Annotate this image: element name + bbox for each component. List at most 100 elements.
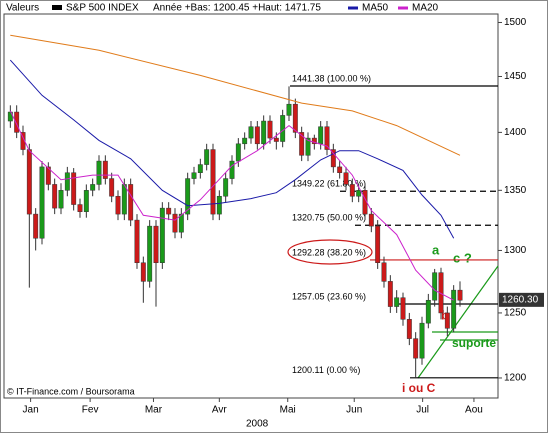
- highlight-ellipse: [287, 239, 373, 265]
- candle-body: [121, 184, 127, 215]
- x-tick-label: Fev: [82, 405, 99, 416]
- candle-body: [375, 225, 381, 263]
- candle-body: [406, 319, 412, 339]
- annotation: c ?: [453, 250, 472, 265]
- candle-body: [96, 160, 102, 185]
- candle-body: [330, 149, 336, 168]
- x-tick-label: Aou: [465, 405, 483, 416]
- candle-body: [115, 195, 121, 215]
- fib-label: 1441.38 (100.00 %): [292, 73, 371, 83]
- candle-body: [349, 184, 355, 197]
- annotation: i ou C: [402, 381, 436, 395]
- candle-body: [419, 322, 425, 359]
- candle-body: [14, 111, 20, 133]
- candle-body: [52, 184, 58, 209]
- candle-body: [159, 207, 165, 263]
- candle-body: [381, 262, 387, 282]
- x-tick-label: Jun: [346, 405, 362, 416]
- candle-body: [292, 103, 298, 133]
- candle-body: [102, 160, 108, 179]
- candle-body: [318, 126, 324, 145]
- candle-body: [45, 166, 51, 185]
- candle-body: [400, 297, 406, 320]
- y-tick-label: 1500: [504, 17, 527, 28]
- candle-body: [337, 166, 343, 173]
- y-tick-label: 1350: [504, 185, 527, 196]
- year-label: 2008: [246, 419, 269, 430]
- candle-body: [235, 143, 241, 162]
- candle-body: [432, 272, 438, 301]
- candle-body: [299, 132, 305, 156]
- candle-body: [191, 172, 197, 179]
- annotation: a: [432, 242, 440, 257]
- candle-body: [451, 289, 457, 329]
- candle-body: [71, 172, 77, 205]
- candle-body: [425, 299, 431, 324]
- last-price-label: 1260.30: [502, 294, 539, 305]
- candle-body: [254, 126, 260, 145]
- candle-body: [356, 190, 362, 197]
- y-tick-label: 1250: [504, 308, 527, 319]
- x-tick-label: Mai: [280, 405, 296, 416]
- y-tick-label: 1200: [504, 373, 527, 384]
- candle-body: [128, 184, 134, 221]
- ma-line: [10, 34, 461, 156]
- candle-body: [33, 213, 39, 239]
- x-tick-label: Jul: [416, 405, 429, 416]
- candle-body: [153, 225, 159, 263]
- candle-body: [197, 164, 203, 173]
- ma-line: [9, 110, 454, 301]
- legend-entry: MA20: [412, 3, 439, 14]
- candle-body: [58, 190, 64, 209]
- candle-body: [368, 213, 374, 227]
- candle-body: [324, 126, 330, 150]
- fib-label: 1257.05 (23.60 %): [292, 291, 366, 301]
- y-tick-label: 1450: [504, 71, 527, 82]
- x-tick-label: Mar: [145, 405, 163, 416]
- candle-body: [229, 160, 235, 179]
- candle-body: [147, 225, 153, 282]
- fib-label: 1349.22 (61.80 %): [292, 179, 366, 189]
- candle-body: [248, 126, 254, 139]
- candle-body: [109, 178, 115, 197]
- candle-body: [204, 149, 210, 165]
- last-price-box: [499, 292, 544, 307]
- candle-body: [311, 137, 317, 145]
- y-tick-label: 1400: [504, 127, 527, 138]
- candle-body: [242, 137, 248, 145]
- legend-entry: MA50: [362, 3, 389, 14]
- source: © IT-Finance.com / Boursorama: [7, 386, 135, 396]
- candle-body: [26, 149, 32, 215]
- candle-body: [286, 103, 292, 116]
- candle-body: [140, 262, 146, 282]
- ma-line: [9, 59, 455, 239]
- candle-body: [90, 184, 96, 191]
- candle-body: [178, 213, 184, 233]
- candle-body: [261, 120, 267, 145]
- candle-body: [457, 289, 463, 301]
- range-text: Année +Bas: 1200.45 +Haut: 1471.75: [153, 3, 321, 14]
- candle-body: [185, 178, 191, 215]
- candle-body: [39, 166, 45, 239]
- legend-entry: S&P 500 INDEX: [66, 3, 139, 14]
- fib-label: 1320.75 (50.00 %): [292, 213, 366, 223]
- candle-body: [280, 115, 286, 142]
- trend-line: [417, 265, 499, 379]
- candle-body: [64, 172, 70, 191]
- candle-body: [394, 297, 400, 307]
- candle-body: [223, 178, 229, 197]
- candle-body: [83, 190, 89, 212]
- candle-body: [216, 195, 222, 215]
- candle-body: [387, 281, 393, 307]
- candle-body: [210, 149, 216, 215]
- header-label: Valeurs: [6, 3, 39, 14]
- candle-body: [413, 338, 419, 359]
- x-tick-label: Jan: [23, 405, 39, 416]
- candle-body: [273, 137, 279, 142]
- candle-body: [134, 219, 140, 263]
- candle-body: [343, 172, 349, 185]
- candle-body: [166, 207, 172, 215]
- fib-label: 1292.28 (38.20 %): [292, 247, 366, 257]
- legend-marker: [52, 5, 62, 10]
